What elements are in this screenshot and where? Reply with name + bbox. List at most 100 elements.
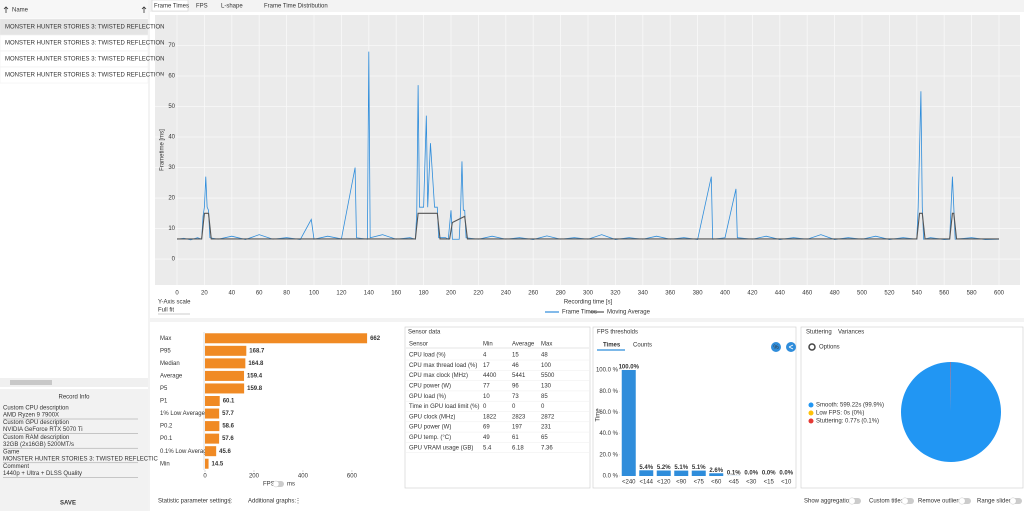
field-value[interactable]: MONSTER HUNTER STORIES 3: TWISTED REFLEC…	[3, 456, 158, 462]
y-axis-title: Time	[596, 408, 602, 422]
legend-label: Low FPS: 0s (0%)	[816, 411, 864, 417]
x-tick-label: 80	[283, 291, 290, 297]
record-name[interactable]: MONSTER HUNTER STORIES 3: TWISTED REFLEC…	[5, 41, 164, 47]
menu-dots[interactable]: ⋮	[227, 499, 233, 505]
x-tick-label: 100	[309, 291, 320, 297]
bar	[205, 408, 220, 419]
table-header: Average	[512, 342, 535, 348]
table-cell: 1822	[483, 414, 497, 420]
record-row[interactable]	[0, 66, 149, 84]
sort-icon[interactable]	[141, 6, 147, 13]
value-label: 14.5	[212, 461, 224, 467]
toggle-knob	[1009, 497, 1017, 505]
options-gear[interactable]	[808, 343, 816, 351]
options-label[interactable]: Options	[819, 345, 840, 351]
subtab[interactable]: Times	[603, 343, 621, 349]
field-label: Game	[3, 449, 20, 455]
bar	[205, 421, 220, 432]
field-value[interactable]: 32GB (2x16GB) 5200MT/s	[3, 442, 74, 448]
tab-label[interactable]: FPS	[196, 4, 208, 10]
save-button[interactable]: SAVE	[60, 501, 76, 507]
table-cell: 2823	[512, 414, 526, 420]
scrollbar[interactable]	[0, 378, 148, 387]
field-label: Custom CPU description	[3, 406, 69, 412]
table-cell: 46	[512, 363, 519, 369]
record-name[interactable]: MONSTER HUNTER STORIES 3: TWISTED REFLEC…	[5, 73, 164, 79]
tab-label[interactable]: Frame Times	[154, 4, 189, 10]
y-tick-label: 30	[168, 165, 175, 171]
value-label: 57.6	[222, 436, 234, 442]
sort-icon[interactable]	[3, 6, 9, 13]
percent-button[interactable]	[771, 342, 781, 352]
value-label: 168.7	[249, 348, 265, 354]
tab-label[interactable]: L-shape	[221, 4, 243, 10]
x-tick-label: 580	[967, 291, 978, 297]
field-value[interactable]: NVIDIA GeForce RTX 5070 Ti	[3, 427, 83, 433]
field-value[interactable]: 1440p + Ultra + DLSS Quality	[3, 471, 82, 477]
table-cell: CPU max thread load (%)	[409, 363, 477, 369]
scrollbar-thumb[interactable]	[10, 380, 52, 385]
table-cell: 5441	[512, 373, 526, 379]
plot-area	[155, 15, 1020, 285]
record-name[interactable]: MONSTER HUNTER STORIES 3: TWISTED REFLEC…	[5, 57, 164, 63]
value-label: 0.1%	[727, 470, 741, 476]
table-cell: 65	[541, 435, 548, 441]
x-tick-label: 320	[610, 291, 621, 297]
table-cell: 96	[512, 383, 519, 389]
y-tick-label: 20	[168, 196, 175, 202]
y-tick-label: 40	[168, 135, 175, 141]
table-header: Max	[541, 342, 552, 348]
table-cell: GPU VRAM usage (GB)	[409, 445, 473, 451]
bar	[205, 333, 368, 344]
x-tick-label: 160	[391, 291, 402, 297]
x-tick-label: 260	[528, 291, 539, 297]
value-label: 2.6%	[709, 468, 723, 474]
category-label: P0.2	[160, 424, 173, 430]
x-tick-label: 180	[419, 291, 430, 297]
subtab[interactable]: Counts	[633, 343, 652, 349]
legend-dot	[808, 410, 814, 416]
share-icon	[788, 344, 794, 350]
value-label: 0.0%	[779, 471, 793, 477]
tab-label[interactable]: Frame Time Distribution	[264, 4, 328, 10]
value-label: 159.4	[247, 373, 263, 379]
table-cell: 197	[512, 425, 523, 431]
x-tick-label: 300	[583, 291, 594, 297]
bar	[205, 396, 220, 406]
panel-tab: FPS thresholds	[597, 330, 638, 336]
menu-dots[interactable]: ⋮	[295, 499, 301, 505]
tab[interactable]	[151, 0, 189, 12]
bar	[205, 446, 217, 457]
table-cell: GPU power (W)	[409, 425, 451, 431]
table-cell: 5.4	[483, 445, 492, 451]
record-name[interactable]: MONSTER HUNTER STORIES 3: TWISTED REFLEC…	[5, 25, 164, 31]
panel-tab[interactable]: Variances	[838, 330, 864, 336]
tab[interactable]	[219, 0, 257, 11]
x-tick-label: 20	[201, 291, 208, 297]
x-tick-label: 280	[556, 291, 567, 297]
x-tick-label: 360	[665, 291, 676, 297]
field-label: Custom RAM description	[3, 435, 69, 441]
value-label: 60.1	[223, 399, 235, 405]
category-label: Max	[160, 336, 171, 342]
value-label: 0.0%	[744, 471, 758, 477]
x-axis-title: Recording time [s]	[564, 300, 613, 306]
percent-label[interactable]: %	[773, 345, 779, 351]
y-tick-label: 60.0 %	[599, 410, 618, 416]
table-cell: 73	[512, 394, 519, 400]
tab[interactable]	[194, 0, 214, 11]
panel-tab[interactable]: Stuttering	[806, 330, 832, 336]
field-value[interactable]: AMD Ryzen 9 7900X	[3, 413, 59, 419]
share-button[interactable]	[786, 342, 796, 352]
value-label: 45.6	[219, 449, 231, 455]
x-tick-label: 240	[501, 291, 512, 297]
bar	[205, 345, 247, 356]
x-tick-label: <240	[622, 480, 636, 486]
x-tick-label: 220	[473, 291, 484, 297]
x-tick-label: 0	[175, 291, 179, 297]
tab[interactable]	[262, 0, 312, 11]
scale-dropdown[interactable]: Full fit	[158, 308, 174, 314]
value-label: 159.8	[247, 386, 263, 392]
